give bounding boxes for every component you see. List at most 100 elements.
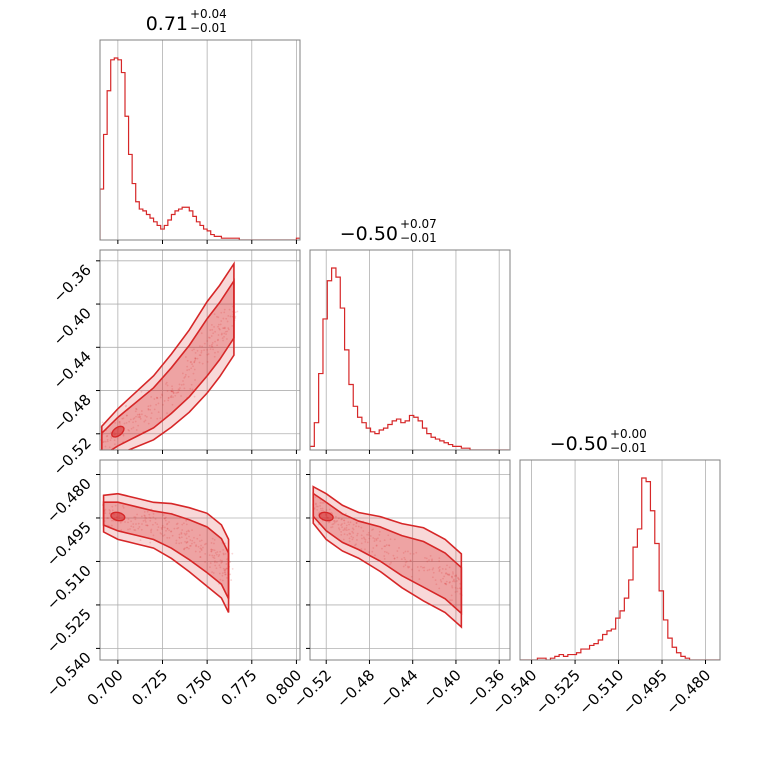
scatter-point	[210, 548, 213, 551]
scatter-point	[212, 556, 215, 559]
scatter-point	[390, 561, 392, 564]
scatter-point	[418, 578, 421, 580]
scatter-point	[157, 402, 160, 405]
scatter-point	[113, 439, 116, 442]
scatter-point	[137, 424, 140, 427]
scatter-point	[109, 510, 112, 512]
scatter-point	[178, 537, 181, 539]
scatter-point	[219, 550, 222, 553]
scatter-point	[184, 356, 187, 358]
scatter-point	[336, 520, 339, 522]
scatter-point	[393, 538, 396, 541]
scatter-point	[136, 413, 139, 416]
scatter-point	[138, 413, 141, 416]
scatter-point	[187, 375, 190, 378]
histogram-2	[520, 477, 720, 660]
scatter-point	[213, 313, 216, 316]
scatter-point	[216, 551, 219, 553]
panel-frame	[309, 459, 511, 661]
scatter-point	[192, 372, 195, 375]
scatter-point	[314, 503, 317, 506]
scatter-point	[213, 549, 216, 552]
scatter-point	[352, 528, 355, 531]
scatter-point	[438, 568, 441, 571]
scatter-point	[229, 561, 232, 563]
x-tick-label: 0.775	[218, 666, 261, 709]
scatter-point	[225, 333, 227, 336]
x-tick-label: −0.510	[575, 666, 627, 718]
scatter-point	[224, 327, 226, 330]
scatter-point	[345, 526, 348, 529]
scatter-point	[345, 512, 347, 515]
scatter-point	[393, 557, 396, 560]
contour-core	[318, 511, 334, 522]
scatter-point	[199, 556, 202, 558]
scatter-point	[191, 363, 193, 366]
scatter-point	[199, 556, 202, 558]
scatter-point	[189, 544, 192, 547]
scatter-point	[150, 395, 153, 398]
scatter-point	[166, 527, 169, 530]
scatter-point	[213, 355, 216, 358]
scatter-point	[404, 561, 407, 564]
scatter-point	[138, 526, 141, 528]
scatter-point	[214, 340, 216, 343]
scatter-point	[109, 439, 112, 442]
scatter-point	[168, 521, 170, 523]
scatter-point	[428, 559, 430, 562]
scatter-point	[415, 551, 418, 554]
scatter-point	[150, 528, 153, 531]
scatter-point	[211, 549, 214, 551]
scatter-point	[211, 328, 214, 331]
scatter-point	[221, 572, 224, 575]
scatter-point	[170, 530, 173, 533]
scatter-point	[341, 526, 343, 529]
scatter-point	[340, 533, 343, 536]
scatter-point	[210, 548, 213, 551]
scatter-point	[165, 383, 167, 385]
scatter-point	[135, 408, 138, 411]
scatter-point	[453, 580, 456, 583]
scatter-point	[139, 417, 142, 420]
scatter-point	[132, 426, 135, 429]
scatter-point	[137, 527, 140, 530]
param-title-value: 0.71	[146, 13, 188, 35]
scatter-point	[221, 561, 223, 564]
scatter-point	[211, 571, 213, 573]
scatter-point	[434, 579, 437, 582]
scatter-point	[218, 572, 221, 575]
scatter-point	[127, 521, 129, 524]
scatter-point	[224, 571, 227, 573]
scatter-point	[135, 407, 137, 410]
scatter-point	[420, 565, 422, 568]
scatter-point	[122, 417, 125, 420]
scatter-point	[137, 522, 140, 525]
scatter-point	[409, 559, 412, 562]
scatter-point	[180, 395, 182, 397]
scatter-point	[190, 383, 193, 386]
x-tick-label: −0.40	[420, 666, 465, 711]
x-tick-label: −0.480	[662, 666, 714, 718]
scatter-point	[191, 529, 193, 531]
scatter-point	[219, 578, 222, 581]
scatter-point	[143, 510, 146, 513]
scatter-point	[230, 579, 233, 581]
scatter-point	[222, 327, 224, 329]
scatter-point	[218, 328, 221, 331]
scatter-point	[198, 361, 201, 364]
scatter-point	[196, 357, 199, 360]
scatter-point	[188, 530, 190, 533]
scatter-point	[400, 558, 403, 561]
scatter-point	[135, 429, 138, 431]
scatter-point	[157, 526, 160, 528]
scatter-point	[129, 418, 132, 421]
scatter-point	[392, 554, 395, 557]
scatter-point	[154, 521, 157, 524]
scatter-point	[450, 594, 453, 597]
scatter-point	[332, 523, 335, 525]
scatter-point	[342, 519, 345, 522]
scatter-point	[445, 583, 447, 585]
scatter-point	[125, 421, 128, 424]
scatter-point	[194, 359, 196, 362]
param-title-lower: −0.01	[400, 231, 437, 245]
